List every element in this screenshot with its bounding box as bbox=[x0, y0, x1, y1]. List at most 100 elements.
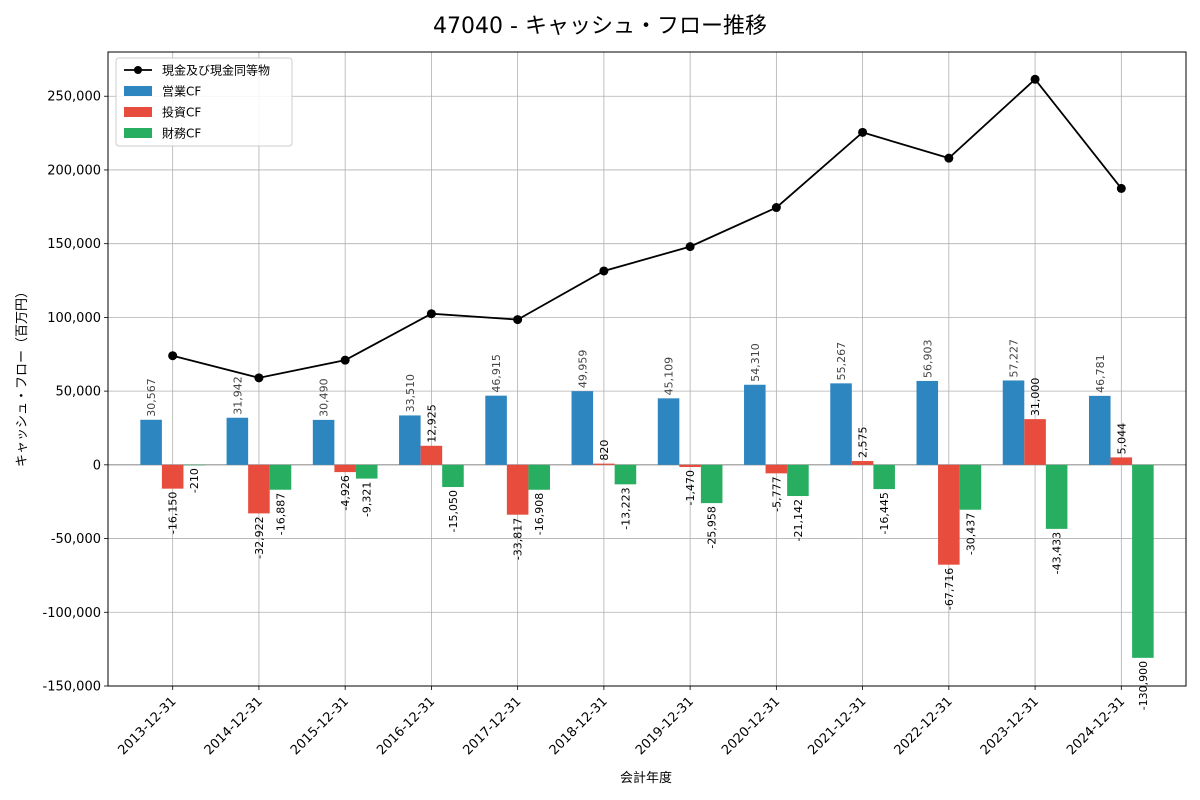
legend-marker bbox=[134, 66, 142, 74]
bar bbox=[312, 419, 335, 465]
data-label: -4,926 bbox=[339, 475, 352, 510]
data-label: -43,433 bbox=[1051, 532, 1064, 574]
bar bbox=[1132, 464, 1154, 658]
data-label: 45,109 bbox=[663, 357, 676, 396]
data-label: -5,777 bbox=[770, 476, 783, 511]
y-tick-label: 150,000 bbox=[47, 237, 101, 252]
bar bbox=[1024, 419, 1046, 465]
data-label: -30,437 bbox=[964, 513, 977, 555]
bar bbox=[506, 464, 529, 515]
data-label: 2,575 bbox=[857, 427, 870, 459]
bar bbox=[442, 464, 464, 488]
x-tick-label: 2017-12-31 bbox=[460, 694, 524, 758]
bar bbox=[571, 391, 594, 465]
x-tick-label: 2018-12-31 bbox=[547, 694, 611, 758]
data-label: -67,716 bbox=[943, 568, 956, 610]
x-tick-label: 2023-12-31 bbox=[978, 694, 1042, 758]
y-axis-label: キャッシュ・フロー（百万円） bbox=[15, 285, 30, 467]
data-label: -16,150 bbox=[167, 492, 180, 534]
data-label: 46,915 bbox=[490, 354, 503, 393]
cash-point bbox=[685, 242, 695, 252]
bar bbox=[140, 419, 162, 465]
legend-bar-swatch bbox=[124, 86, 152, 96]
y-tick-label: 250,000 bbox=[47, 90, 101, 105]
bar bbox=[700, 464, 723, 504]
data-label: -25,958 bbox=[706, 506, 719, 548]
data-label: 49,959 bbox=[576, 350, 589, 389]
bar bbox=[873, 464, 895, 490]
bar bbox=[420, 445, 443, 465]
bar bbox=[399, 415, 421, 465]
legend-bar-swatch bbox=[124, 107, 152, 117]
bar bbox=[528, 464, 550, 490]
bar bbox=[614, 464, 637, 485]
data-label: 57,227 bbox=[1008, 339, 1021, 378]
data-label: -15,050 bbox=[447, 490, 460, 532]
x-tick-label: 2013-12-31 bbox=[115, 694, 179, 758]
chart-title: 47040 - キャッシュ・フロー推移 bbox=[433, 14, 767, 39]
data-label: -16,887 bbox=[274, 493, 287, 535]
data-labels-layer: 30,567 31,942 30,490 33,510 46,915 49,959 45,1… bbox=[145, 339, 1150, 710]
y-tick-label: 200,000 bbox=[47, 163, 101, 178]
bar bbox=[679, 464, 701, 468]
bar bbox=[830, 383, 852, 465]
legend-label: 営業CF bbox=[162, 85, 201, 99]
legend-label: 財務CF bbox=[162, 126, 201, 141]
data-label: -32,922 bbox=[253, 516, 266, 558]
cash-point bbox=[858, 127, 868, 137]
legend-bar-swatch bbox=[124, 128, 152, 138]
data-label: -1,470 bbox=[684, 470, 697, 505]
legend-label: 投資CF bbox=[162, 105, 201, 120]
bar bbox=[248, 464, 270, 514]
data-label: 31,942 bbox=[231, 376, 244, 415]
x-tick-label: 2022-12-31 bbox=[892, 694, 956, 758]
data-label: 55,267 bbox=[835, 342, 848, 381]
y-tick-label: -50,000 bbox=[51, 532, 101, 547]
bar bbox=[593, 463, 615, 465]
line-layer bbox=[168, 74, 1126, 383]
x-axis-label: 会計年度 bbox=[620, 770, 672, 786]
y-tick-label: -150,000 bbox=[43, 680, 101, 695]
bar bbox=[1110, 457, 1133, 465]
bar bbox=[1002, 380, 1025, 465]
y-tick-label: 100,000 bbox=[47, 311, 101, 326]
cash-point bbox=[1116, 183, 1126, 193]
bar bbox=[787, 464, 809, 497]
bar bbox=[765, 464, 788, 474]
x-tick-label: 2014-12-31 bbox=[202, 694, 266, 758]
data-label: -16,908 bbox=[533, 493, 546, 535]
cash-line bbox=[172, 77, 1123, 379]
data-label: -16,445 bbox=[878, 492, 891, 534]
bar bbox=[226, 417, 249, 465]
bar bbox=[916, 380, 939, 465]
bar bbox=[657, 398, 680, 465]
bar bbox=[269, 464, 292, 490]
data-label: 30,490 bbox=[318, 378, 331, 417]
data-label: -9,321 bbox=[361, 482, 374, 517]
cash-point bbox=[340, 355, 350, 365]
bar bbox=[355, 464, 378, 479]
data-label: 56,903 bbox=[921, 339, 934, 378]
data-label: 820 bbox=[598, 440, 611, 461]
cash-point bbox=[513, 315, 523, 325]
data-label: -33,817 bbox=[512, 518, 525, 560]
cash-point bbox=[771, 203, 781, 213]
data-label: 12,925 bbox=[425, 404, 438, 443]
plot-frame bbox=[107, 51, 1187, 687]
data-label: -13,223 bbox=[619, 487, 632, 529]
x-tick-label: 2015-12-31 bbox=[288, 694, 352, 758]
bar bbox=[959, 464, 982, 510]
y-tick-label: 50,000 bbox=[56, 385, 102, 400]
data-label: -210 bbox=[188, 468, 201, 493]
x-tick-label: 2019-12-31 bbox=[633, 694, 697, 758]
y-tick-label: 0 bbox=[93, 458, 101, 473]
cash-point bbox=[168, 351, 178, 361]
cash-point bbox=[599, 266, 609, 276]
bar bbox=[183, 464, 206, 466]
data-label: 33,510 bbox=[404, 374, 417, 413]
x-tick-label: 2024-12-31 bbox=[1064, 694, 1128, 758]
bar bbox=[744, 384, 766, 465]
